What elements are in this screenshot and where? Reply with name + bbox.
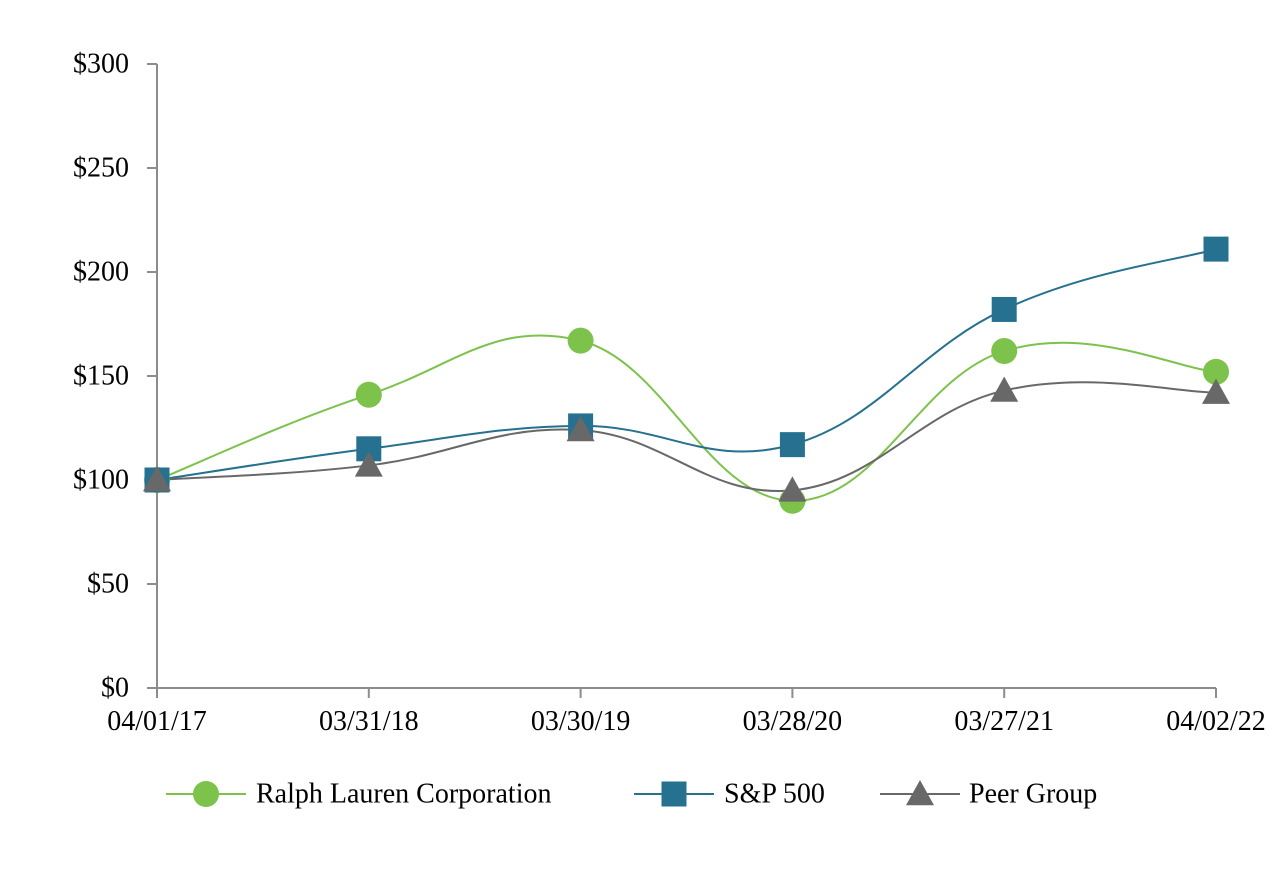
data-point [991,338,1018,365]
legend-marker [661,781,687,807]
x-tick-label: 03/28/20 [743,706,843,737]
x-tick-label: 04/01/17 [107,706,207,737]
y-tick-label: $100 [73,465,129,496]
legend-label: S&P 500 [724,779,825,810]
data-point [991,296,1017,322]
legend-marker [906,780,934,806]
x-tick-label: 03/31/18 [319,706,419,737]
legend-item: S&P 500 [634,779,825,810]
legend-item: Peer Group [880,779,1097,810]
x-tick-label: 03/27/21 [954,706,1054,737]
y-tick-label: $200 [73,257,129,288]
data-point [355,381,382,408]
x-tick-label: 04/02/22 [1166,706,1266,737]
y-tick-label: $150 [73,361,129,392]
data-point [778,476,807,502]
data-point [990,376,1019,402]
data-point [1202,378,1230,404]
series-markers-triangle [143,376,1230,502]
x-tick-label: 03/30/19 [531,706,631,737]
legend: Ralph Lauren Corporation S&P 500 Peer Grou… [166,779,1097,810]
series-circle [156,334,1217,502]
y-tick-label: $0 [101,673,129,704]
legend-label: Ralph Lauren Corporation [256,779,551,810]
y-tick-label: $300 [73,49,129,80]
data-point [1203,236,1229,262]
series-square [156,248,1217,481]
data-point [567,327,594,354]
series-markers-square [144,236,1229,493]
series-line [156,381,1217,493]
legend-item: Ralph Lauren Corporation [166,779,551,810]
axes: $0 $50 $100 $150 $200 $250 $300 04/01/17 03/31/1… [73,49,1266,738]
y-tick-label: $250 [73,153,129,184]
data-point [354,451,383,477]
y-tick-label: $50 [87,569,129,600]
data-point [143,466,171,492]
series-line [156,248,1217,481]
data-point [1203,358,1229,385]
series-markers-circle [144,327,1229,514]
series-line [156,334,1217,502]
legend-marker [193,781,219,807]
legend-label: Peer Group [969,779,1097,810]
data-point [566,416,595,442]
series-triangle [156,381,1217,493]
series-layer [143,236,1230,514]
data-point [779,432,805,458]
